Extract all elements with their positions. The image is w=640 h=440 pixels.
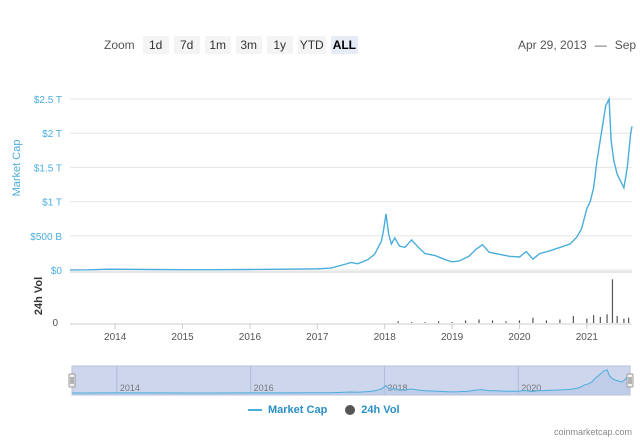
navigator-area xyxy=(72,370,630,395)
volume-zero-tick: 0 xyxy=(52,318,58,329)
y-axis-ticks: $0 $500 B $1 T $1.5 T $2 T $2.5 T xyxy=(30,95,62,277)
navigator[interactable]: 2014 2016 2018 2020 xyxy=(68,365,634,396)
date-range: Apr 29, 2013 — Sep 1, 2 xyxy=(518,38,640,52)
zoom-1m-button[interactable]: 1m xyxy=(204,36,231,54)
market-cap-line[interactable] xyxy=(69,96,633,271)
navigator-window xyxy=(71,365,631,396)
date-separator: — xyxy=(594,38,607,52)
navigator-tick-label: 2020 xyxy=(521,383,541,393)
y-tick-label: $2.5 T xyxy=(34,95,62,106)
navigator-tick-label: 2014 xyxy=(120,383,140,393)
x-tick-label: 2016 xyxy=(239,332,262,343)
navigator-left-handle[interactable] xyxy=(68,373,76,388)
y-tick-label: $2 T xyxy=(42,129,62,140)
legend-dot-icon xyxy=(345,405,356,415)
navigator-tick-label: 2018 xyxy=(387,383,407,393)
x-tick-label: 2018 xyxy=(374,332,397,343)
navigator-line xyxy=(72,369,631,394)
zoom-1d-button[interactable]: 1d xyxy=(142,36,169,54)
x-tick-label: 2017 xyxy=(306,332,329,343)
x-tick-label: 2021 xyxy=(576,332,599,343)
legend-market-cap[interactable]: Market Cap xyxy=(248,404,327,416)
y-axis-label-volume: 24h Vol xyxy=(33,277,45,315)
grid-lines xyxy=(70,98,632,271)
legend-volume[interactable]: 24h Vol xyxy=(345,404,400,416)
zoom-1y-button[interactable]: 1y xyxy=(266,36,293,54)
legend-market-cap-label: Market Cap xyxy=(268,404,328,416)
zoom-3m-button[interactable]: 3m xyxy=(235,36,262,54)
x-tick-label: 2015 xyxy=(171,332,194,343)
zoom-ytd-button[interactable]: YTD xyxy=(297,36,326,54)
zoom-toolbar: Zoom 1d 7d 1m 3m 1y YTD ALL xyxy=(104,36,361,54)
y-tick-label: $500 B xyxy=(30,232,62,243)
x-axis-ticks: 2014 2015 2016 2017 2018 2019 2020 2021 xyxy=(104,324,598,343)
date-from-input[interactable]: Apr 29, 2013 xyxy=(518,38,587,52)
date-to-input[interactable]: Sep 1, 2 xyxy=(614,38,640,52)
zoom-label: Zoom xyxy=(104,38,135,52)
x-tick-label: 2019 xyxy=(441,332,464,343)
navigator-right-handle[interactable] xyxy=(626,373,634,388)
legend-line-icon xyxy=(248,409,262,411)
zoom-7d-button[interactable]: 7d xyxy=(173,36,200,54)
navigator-tick-label: 2016 xyxy=(254,383,274,393)
source-credit: coinmarketcap.com xyxy=(553,427,632,437)
volume-bars xyxy=(397,279,630,323)
y-tick-label: $0 xyxy=(51,266,63,277)
y-tick-label: $1.5 T xyxy=(34,163,62,174)
x-tick-label: 2020 xyxy=(508,332,531,343)
zoom-all-button[interactable]: ALL xyxy=(330,36,359,54)
y-axis-label-market-cap: Market Cap xyxy=(11,140,23,197)
y-tick-label: $1 T xyxy=(42,198,62,209)
legend-volume-label: 24h Vol xyxy=(361,404,400,416)
legend: Market Cap 24h Vol xyxy=(248,404,400,416)
x-tick-label: 2014 xyxy=(104,332,127,343)
